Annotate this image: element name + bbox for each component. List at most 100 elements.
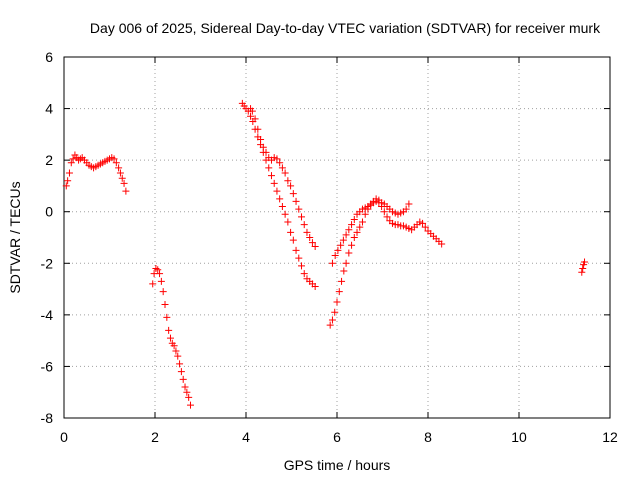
data-point <box>295 254 303 262</box>
data-point <box>276 159 284 167</box>
data-point <box>342 231 350 239</box>
grid <box>64 57 610 418</box>
data-point <box>419 219 427 227</box>
data-point <box>165 326 173 334</box>
data-point <box>251 115 259 123</box>
data-point <box>172 347 180 355</box>
data-point <box>154 266 162 274</box>
data-point <box>247 112 255 120</box>
data-point <box>185 393 193 401</box>
x-tick-label: 0 <box>60 429 68 445</box>
data-point <box>186 401 194 409</box>
data-point <box>159 288 167 296</box>
data-point <box>579 264 587 272</box>
data-marks <box>62 99 589 409</box>
data-point <box>179 375 187 383</box>
data-point <box>163 313 171 321</box>
axis-ticks: 0 2 4 6 8 10 12 -8 -6 -4 -2 0 2 4 6 <box>41 49 618 445</box>
data-point <box>281 169 289 177</box>
series-arc-4 <box>247 105 319 251</box>
x-axis-title: GPS time / hours <box>284 457 391 473</box>
data-point <box>326 321 334 329</box>
data-point <box>65 169 73 177</box>
data-point <box>152 264 160 272</box>
series-arc-7 <box>578 258 589 276</box>
x-tick-label: 12 <box>602 429 618 445</box>
data-point <box>328 259 336 267</box>
data-point <box>303 228 311 236</box>
data-point <box>345 249 353 257</box>
data-point <box>174 352 182 360</box>
data-point <box>262 148 270 156</box>
data-point <box>292 197 300 205</box>
data-point <box>337 241 345 249</box>
x-tick-label: 8 <box>424 429 432 445</box>
data-point <box>358 218 366 226</box>
data-point <box>405 200 413 208</box>
data-point <box>340 267 348 275</box>
data-point <box>166 334 174 342</box>
series-arc-1 <box>62 151 130 195</box>
data-point <box>350 215 358 223</box>
data-point <box>353 228 361 236</box>
data-point <box>331 308 339 316</box>
data-point <box>339 236 347 244</box>
data-point <box>284 177 292 185</box>
data-point <box>311 282 319 290</box>
y-tick-label: -8 <box>41 410 54 426</box>
data-point <box>176 360 184 368</box>
data-point <box>177 368 185 376</box>
series-arc-2 <box>149 264 194 409</box>
data-point <box>380 208 388 216</box>
data-point <box>348 221 356 229</box>
data-point <box>284 218 292 226</box>
series-arc-6 <box>328 195 413 267</box>
data-point <box>350 234 358 241</box>
data-point <box>298 213 306 221</box>
data-point <box>267 172 275 180</box>
data-point <box>170 342 178 350</box>
data-point <box>311 243 319 251</box>
data-point <box>298 262 306 270</box>
x-tick-label: 2 <box>151 429 159 445</box>
data-point <box>157 277 165 285</box>
chart-title: Day 006 of 2025, Sidereal Day-to-day VTE… <box>90 20 601 36</box>
data-point <box>331 252 339 260</box>
data-point <box>116 169 124 177</box>
data-point <box>181 383 189 391</box>
data-point <box>118 174 126 182</box>
data-point <box>300 221 308 229</box>
data-point <box>438 240 446 248</box>
data-point <box>122 187 130 195</box>
data-point <box>578 268 586 276</box>
data-point <box>356 223 364 231</box>
y-tick-label: -4 <box>41 307 54 323</box>
data-point <box>254 125 262 133</box>
data-point <box>300 270 308 278</box>
x-tick-label: 6 <box>333 429 341 445</box>
data-point <box>342 259 350 267</box>
x-tick-label: 10 <box>511 429 527 445</box>
data-point <box>281 210 289 218</box>
x-tick-label: 4 <box>242 429 250 445</box>
data-point <box>265 164 273 172</box>
data-point <box>110 155 118 163</box>
data-point <box>120 179 128 187</box>
y-tick-label: -6 <box>41 358 54 374</box>
data-point <box>273 155 281 163</box>
data-point <box>270 179 278 187</box>
data-point <box>161 301 169 309</box>
data-point <box>112 159 120 167</box>
data-point <box>248 107 256 115</box>
data-point <box>581 258 589 266</box>
y-tick-label: 6 <box>45 49 53 65</box>
data-point <box>348 241 356 249</box>
data-point <box>308 239 316 247</box>
data-point <box>292 246 300 254</box>
series-arc-3 <box>238 99 319 290</box>
data-point <box>287 228 295 236</box>
data-point <box>383 213 391 221</box>
data-point <box>183 388 191 396</box>
